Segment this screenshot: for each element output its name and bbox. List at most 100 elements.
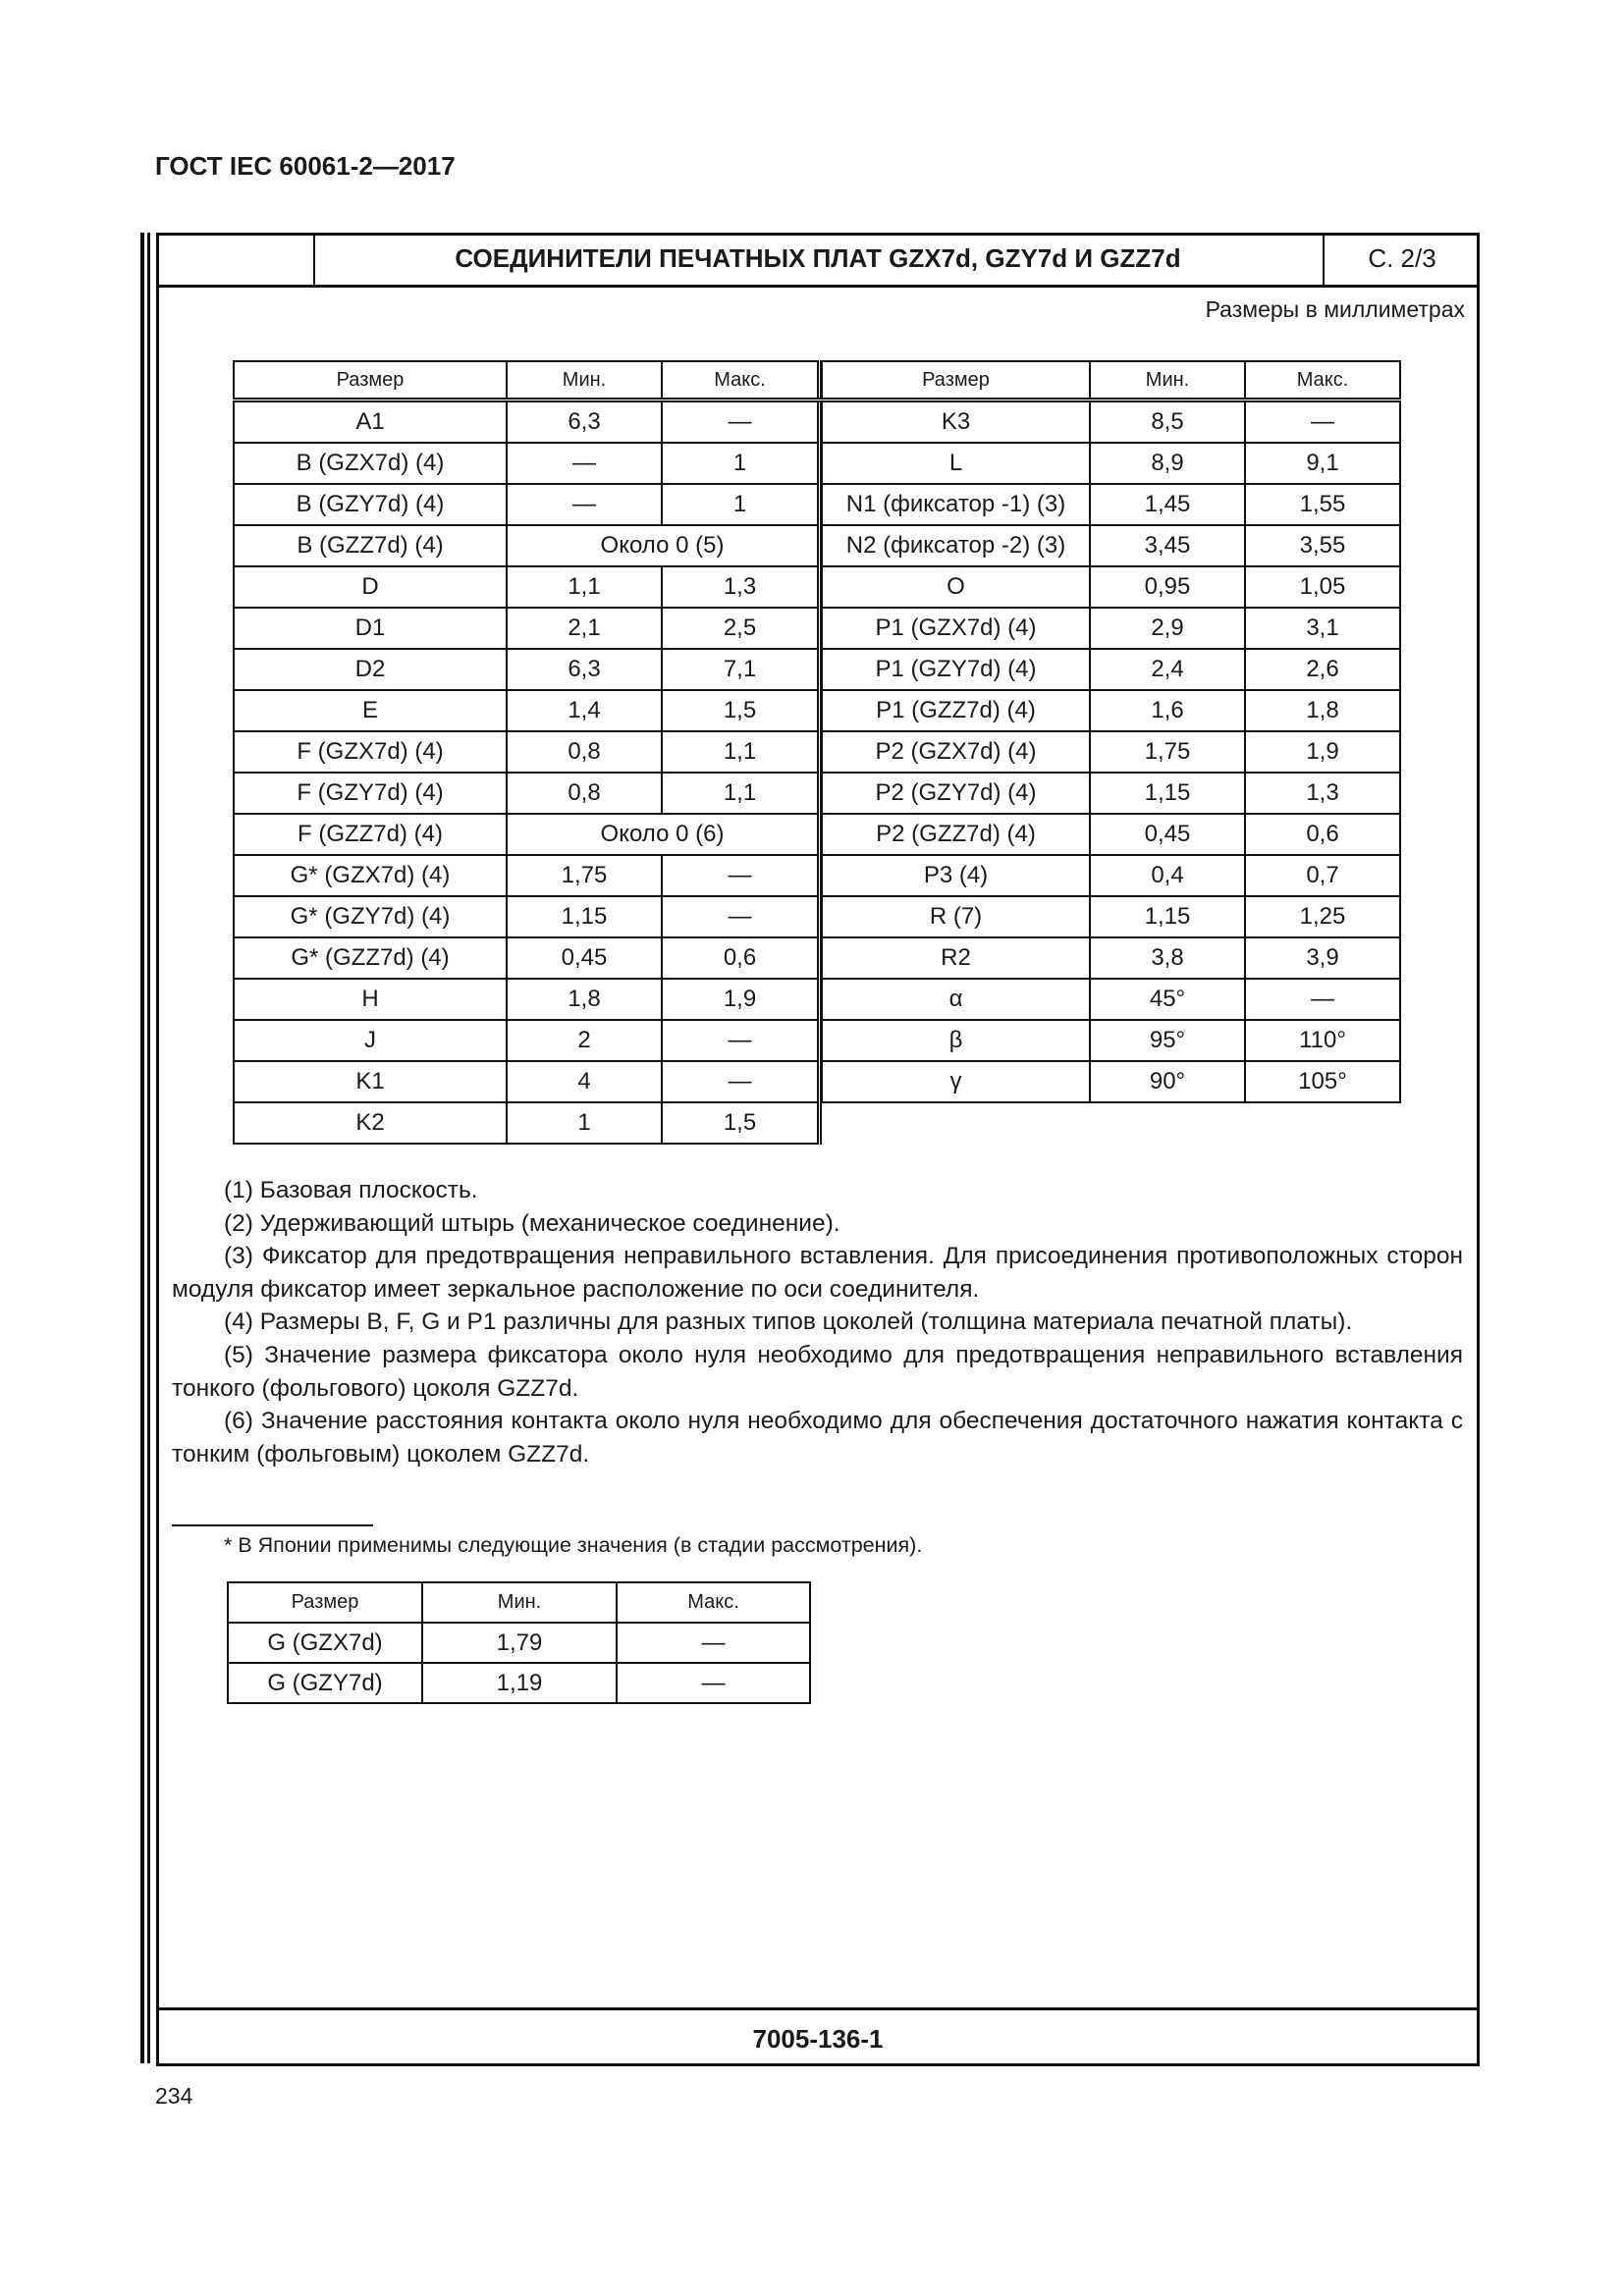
column-header: Мин. — [1089, 360, 1246, 402]
size-cell: F (GZX7d) (4) — [233, 730, 508, 774]
min-cell: 1,79 — [421, 1622, 618, 1664]
table-row: F (GZY7d) (4) 0,8 1,1 — [233, 772, 821, 815]
max-cell: — — [616, 1662, 811, 1704]
min-cell: 8,5 — [1089, 399, 1246, 444]
max-cell: 3,1 — [1244, 607, 1401, 650]
min-cell: 1,15 — [1089, 772, 1246, 815]
size-cell: K3 — [821, 399, 1091, 444]
table-row: R (7) 1,15 1,25 — [821, 895, 1401, 938]
max-cell: 3,55 — [1244, 524, 1401, 567]
table-row: H 1,8 1,9 — [233, 978, 821, 1021]
min-cell: 1,15 — [1089, 895, 1246, 938]
min-cell: 3,8 — [1089, 936, 1246, 980]
min-cell: 3,45 — [1089, 524, 1246, 567]
table-row: E 1,4 1,5 — [233, 689, 821, 732]
margin-bar — [140, 233, 144, 2063]
min-cell: 6,3 — [506, 648, 663, 691]
max-cell: 1,3 — [1244, 772, 1401, 815]
column-header: Макс. — [616, 1581, 811, 1624]
table-row: L 8,9 9,1 — [821, 442, 1401, 485]
size-cell: F (GZZ7d) (4) — [233, 813, 508, 856]
table-row: K3 8,5— — [821, 399, 1401, 444]
size-cell: J — [233, 1019, 508, 1062]
column-header: Макс. — [661, 360, 821, 402]
size-cell: K1 — [233, 1060, 508, 1103]
size-cell: G (GZX7d) — [227, 1622, 423, 1664]
table-row: G* (GZY7d) (4) 1,15— — [233, 895, 821, 938]
max-cell: 9,1 — [1244, 442, 1401, 485]
max-cell: 2,6 — [1244, 648, 1401, 691]
min-cell: Около 0 (6) — [506, 813, 821, 856]
max-cell: — — [661, 895, 821, 938]
max-cell: — — [661, 1060, 821, 1103]
table-header-row: Размер Мин. Макс. — [227, 1581, 811, 1624]
table-row: B (GZZ7d) (4) Около 0 (5) — [233, 524, 821, 567]
table-row: P1 (GZX7d) (4) 2,9 3,1 — [821, 607, 1401, 650]
size-cell: P2 (GZY7d) (4) — [821, 772, 1091, 815]
dimensions-table-left: Размер Мин. Макс. A1 6,3— B (GZX7d) (4) —1 B (G… — [233, 360, 822, 1145]
sheet-code: 7005-136-1 — [752, 2024, 884, 2054]
max-cell: 0,7 — [1244, 854, 1401, 897]
size-cell: B (GZZ7d) (4) — [233, 524, 508, 567]
min-cell: 2,1 — [506, 607, 663, 650]
table-row: P3 (4) 0,4 0,7 — [821, 854, 1401, 897]
size-cell: K2 — [233, 1101, 508, 1145]
note-item: (1) Базовая плоскость. — [224, 1177, 478, 1203]
min-cell: 1,15 — [506, 895, 663, 938]
table-row: G* (GZX7d) (4) 1,75— — [233, 854, 821, 897]
min-cell: Около 0 (5) — [506, 524, 821, 567]
min-cell: 1,45 — [1089, 483, 1246, 526]
page-number: 234 — [155, 2083, 193, 2109]
note-item: (3) Фиксатор для предотвращения неправил… — [172, 1243, 1463, 1303]
table-row: G* (GZZ7d) (4) 0,45 0,6 — [233, 936, 821, 980]
table-row: F (GZX7d) (4) 0,8 1,1 — [233, 730, 821, 774]
max-cell: 2,5 — [661, 607, 821, 650]
size-cell: β — [821, 1019, 1091, 1062]
units-note: Размеры в миллиметрах — [1205, 296, 1465, 322]
max-cell: 1,1 — [661, 730, 821, 774]
size-cell: P1 (GZZ7d) (4) — [821, 689, 1091, 732]
size-cell: γ — [821, 1060, 1091, 1103]
min-cell: 0,8 — [506, 730, 663, 774]
table-row: K1 4— — [233, 1060, 821, 1103]
size-cell: R (7) — [821, 895, 1091, 938]
size-cell: D1 — [233, 607, 508, 650]
min-cell: — — [506, 442, 663, 485]
size-cell: P2 (GZZ7d) (4) — [821, 813, 1091, 856]
size-cell: D2 — [233, 648, 508, 691]
column-header: Размер — [821, 360, 1091, 402]
min-cell: 1,19 — [421, 1662, 618, 1704]
table-row: G (GZX7d) 1,79— — [227, 1622, 811, 1664]
table-header-row: Размер Мин. Макс. — [233, 360, 821, 402]
table-row: R2 3,8 3,9 — [821, 936, 1401, 980]
title-blank-cell — [156, 233, 315, 285]
min-cell: 45° — [1089, 978, 1246, 1021]
min-cell: 1,75 — [1089, 730, 1246, 774]
max-cell: — — [616, 1622, 811, 1664]
min-cell: 8,9 — [1089, 442, 1246, 485]
max-cell: 1 — [661, 483, 821, 526]
min-cell: 95° — [1089, 1019, 1246, 1062]
table-row: O 0,95 1,05 — [821, 565, 1401, 609]
table-header-row: Размер Мин. Макс. — [821, 360, 1401, 402]
size-cell: G* (GZY7d) (4) — [233, 895, 508, 938]
japan-values-table: Размер Мин. Макс. G (GZX7d) 1,79— G (GZY7d) 1,… — [227, 1581, 811, 1704]
size-cell: B (GZY7d) (4) — [233, 483, 508, 526]
table-row: γ 90° 105° — [821, 1060, 1401, 1103]
min-cell: 6,3 — [506, 399, 663, 444]
max-cell: 1,55 — [1244, 483, 1401, 526]
max-cell: 1 — [661, 442, 821, 485]
size-cell: N2 (фиксатор -2) (3) — [821, 524, 1091, 567]
max-cell: 105° — [1244, 1060, 1401, 1103]
note-item: (5) Значение размера фиксатора около нул… — [172, 1341, 1463, 1402]
max-cell: 3,9 — [1244, 936, 1401, 980]
size-cell: L — [821, 442, 1091, 485]
sheet-title: СОЕДИНИТЕЛИ ПЕЧАТНЫХ ПЛАТ GZX7d, GZY7d И… — [455, 243, 1181, 273]
max-cell: 1,5 — [661, 1101, 821, 1145]
table-row: α 45° — — [821, 978, 1401, 1021]
min-cell: 0,95 — [1089, 565, 1246, 609]
table-row: D1 2,1 2,5 — [233, 607, 821, 650]
table-row: G (GZY7d) 1,19— — [227, 1662, 811, 1704]
table-row: F (GZZ7d) (4) Около 0 (6) — [233, 813, 821, 856]
size-cell: O — [821, 565, 1091, 609]
